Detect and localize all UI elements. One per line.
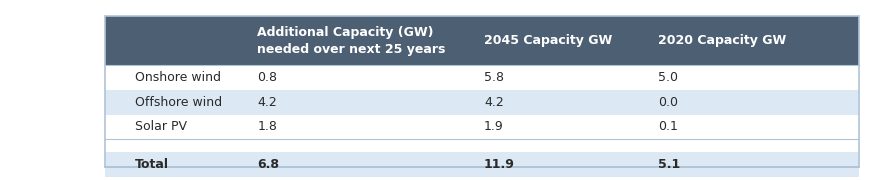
Bar	[105, 152, 859, 177]
Text: 2020 Capacity GW: 2020 Capacity GW	[658, 34, 787, 47]
Text: 1.8: 1.8	[257, 120, 277, 133]
Bar	[105, 90, 859, 115]
Text: 0.1: 0.1	[658, 120, 678, 133]
Bar	[105, 16, 859, 65]
Text: Additional Capacity (GW)
needed over next 25 years: Additional Capacity (GW) needed over nex…	[257, 26, 446, 55]
Text: 0.8: 0.8	[257, 71, 277, 84]
Bar	[105, 115, 859, 139]
Text: Offshore wind: Offshore wind	[135, 96, 222, 109]
Text: 5.0: 5.0	[658, 71, 678, 84]
Text: 4.2: 4.2	[257, 96, 277, 109]
Text: 4.2: 4.2	[484, 96, 504, 109]
Text: Solar PV: Solar PV	[135, 120, 187, 133]
Bar	[105, 16, 859, 167]
Text: 11.9: 11.9	[484, 158, 514, 171]
Text: Total: Total	[135, 158, 169, 171]
Text: 2045 Capacity GW: 2045 Capacity GW	[484, 34, 612, 47]
Text: 1.9: 1.9	[484, 120, 504, 133]
Bar	[105, 65, 859, 90]
Text: 5.1: 5.1	[658, 158, 681, 171]
Text: Onshore wind: Onshore wind	[135, 71, 221, 84]
Text: 0.0: 0.0	[658, 96, 678, 109]
Text: 6.8: 6.8	[257, 158, 279, 171]
Text: 5.8: 5.8	[484, 71, 504, 84]
